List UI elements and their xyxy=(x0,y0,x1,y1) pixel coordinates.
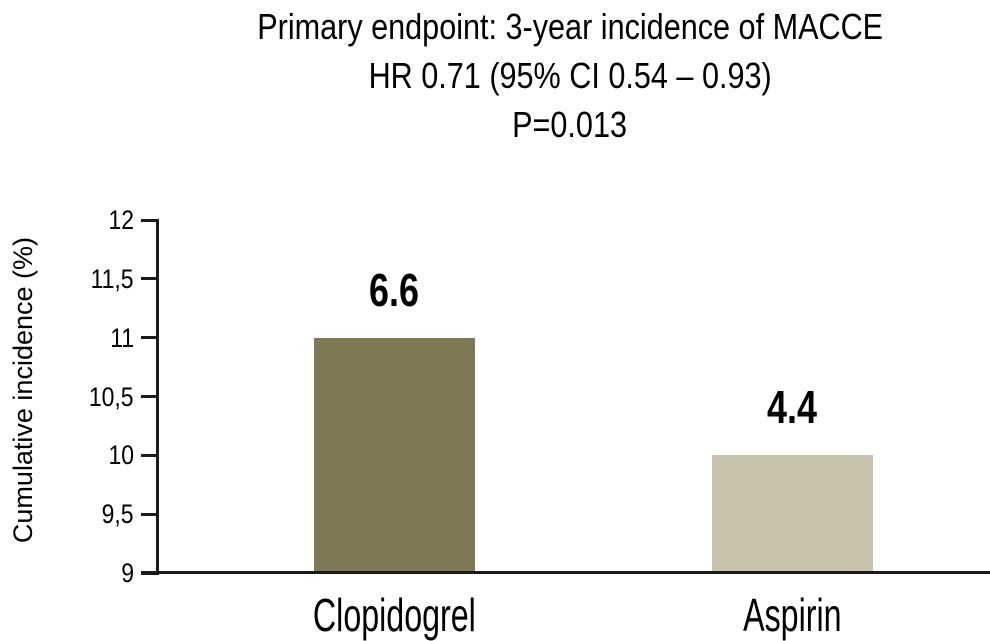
bar-value-label-clopidogrel: 6.6 xyxy=(244,267,544,313)
x-axis-category-aspirin: Aspirin xyxy=(642,590,942,640)
bar-value-text: 4.4 xyxy=(767,381,817,434)
y-tick-mark xyxy=(141,277,158,281)
x-axis-category-text: Clopidogrel xyxy=(312,589,476,641)
chart-subtitle-hr: HR 0.71 (95% CI 0.54 – 0.93) xyxy=(150,51,990,100)
chart-title-block: Primary endpoint: 3-year incidence of MA… xyxy=(150,2,990,149)
chart-p-value-text: P=0.013 xyxy=(512,104,628,145)
bar-value-label-aspirin: 4.4 xyxy=(642,384,942,430)
y-tick-mark xyxy=(141,453,158,457)
y-tick-label-text: 9 xyxy=(121,558,134,588)
chart-title: Primary endpoint: 3-year incidence of MA… xyxy=(150,2,990,51)
y-tick-label-text: 12 xyxy=(108,205,134,235)
y-tick-label-text: 11 xyxy=(110,322,134,353)
bar-value-text: 6.6 xyxy=(369,263,419,316)
bar-aspirin xyxy=(711,455,873,573)
x-axis-line xyxy=(141,571,990,574)
y-tick-label: 10 xyxy=(0,440,134,470)
y-tick-mark xyxy=(141,336,158,340)
y-tick-label-text: 9,5 xyxy=(102,499,134,530)
y-tick-label-text: 10,5 xyxy=(89,381,134,412)
y-tick-mark xyxy=(141,395,158,398)
chart-p-value: P=0.013 xyxy=(150,100,990,149)
bar-clopidogrel xyxy=(313,337,475,573)
y-tick-label-text: 10 xyxy=(108,440,134,471)
y-tick-label: 10,5 xyxy=(0,382,134,412)
y-tick-mark xyxy=(141,218,158,222)
y-tick-mark xyxy=(141,512,158,516)
x-axis-category-text: Aspirin xyxy=(742,589,842,641)
chart-title-text: Primary endpoint: 3-year incidence of MA… xyxy=(257,6,883,47)
y-tick-label: 11 xyxy=(0,323,134,353)
y-axis-line xyxy=(156,219,159,575)
chart-subtitle-text: HR 0.71 (95% CI 0.54 – 0.93) xyxy=(368,55,772,96)
y-tick-label: 11,5 xyxy=(0,264,134,294)
x-axis-category-clopidogrel: Clopidogrel xyxy=(244,590,544,640)
y-tick-label: 9,5 xyxy=(0,499,134,529)
y-tick-label: 12 xyxy=(0,205,134,235)
y-tick-label-text: 11,5 xyxy=(91,263,134,294)
y-tick-label: 9 xyxy=(0,558,134,588)
